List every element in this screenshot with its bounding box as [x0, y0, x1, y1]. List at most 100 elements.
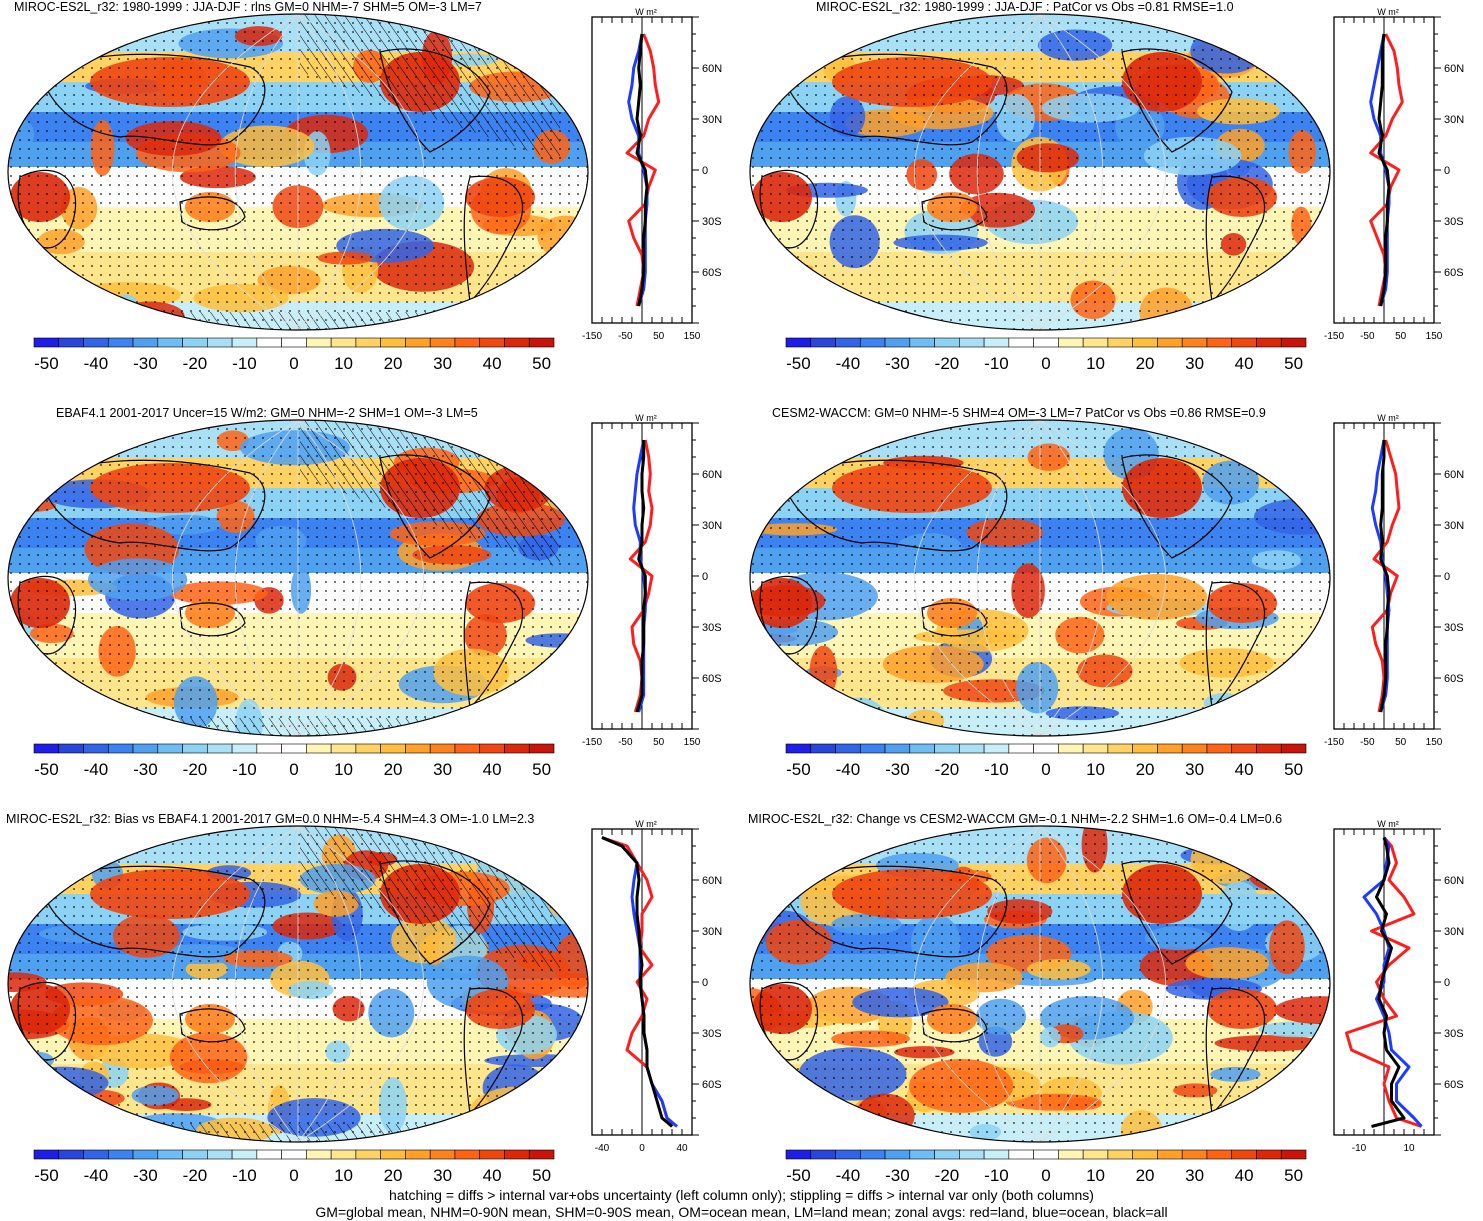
colorbar-swatch — [884, 743, 911, 754]
lat-label: 60N — [1444, 469, 1464, 481]
colorbar-label: 10 — [334, 354, 353, 373]
colorbar-swatch — [835, 1149, 861, 1160]
colorbar-label: 30 — [433, 1166, 452, 1185]
colorbar-swatch — [835, 337, 861, 348]
series-land — [1345, 836, 1422, 1128]
colorbar-swatch — [454, 337, 481, 348]
map-anomaly — [505, 688, 588, 720]
colorbar-label: -40 — [84, 760, 109, 779]
colorbar-swatch — [1181, 1149, 1208, 1160]
colorbar-label: 0 — [289, 1166, 298, 1185]
colorbar-swatch — [1033, 1149, 1059, 1160]
lat-label: 60N — [702, 63, 722, 75]
colorbar-label: -30 — [885, 354, 910, 373]
colorbar-swatch — [1132, 743, 1158, 754]
colorbar-label: 20 — [384, 760, 403, 779]
colorbar-swatch — [1157, 337, 1183, 348]
colorbar-label: -20 — [183, 354, 208, 373]
graticule-meridian — [1039, 14, 1166, 330]
graticule-meridian — [297, 420, 362, 736]
map-border — [7, 825, 589, 1143]
colorbar-swatch — [1256, 337, 1282, 348]
graticule-meridian — [234, 420, 299, 736]
graticule-meridian — [914, 420, 1041, 736]
map-panel-3 — [7, 419, 589, 737]
colorbar-swatch — [528, 1149, 555, 1160]
map-anomaly — [514, 26, 571, 79]
colorbar-label: -40 — [84, 354, 109, 373]
lat-label: 60S — [1444, 673, 1464, 685]
colorbar-swatch — [1082, 337, 1109, 348]
colorbar-swatch — [1181, 337, 1208, 348]
colorbar-label: 20 — [384, 1166, 403, 1185]
colorbar-swatch — [835, 743, 861, 754]
colorbar-label: 40 — [1235, 354, 1254, 373]
colorbar-label: -40 — [836, 760, 861, 779]
colorbar-swatch — [810, 337, 836, 348]
colorbar-label: 50 — [1284, 1166, 1303, 1185]
colorbar-label: 40 — [1235, 760, 1254, 779]
colorbar-swatch — [405, 743, 431, 754]
colorbar-label: -20 — [935, 1166, 960, 1185]
colorbar-label: -30 — [133, 760, 158, 779]
map-anomaly — [778, 836, 807, 887]
panel-2: MIROC-ES2L_r32: 1980-1999 : JJA-DJF : Pa… — [742, 0, 1483, 400]
x-tick-label: -150 — [1324, 737, 1344, 748]
colorbar-swatch — [157, 337, 183, 348]
colorbar-swatch — [132, 337, 159, 348]
map-anomaly — [750, 462, 799, 501]
unit-label: W m² — [1377, 413, 1399, 423]
colorbar-swatch — [504, 743, 530, 754]
panel-title: EBAF4.1 2001-2017 Uncer=15 W/m2: GM=0 NH… — [56, 406, 478, 420]
colorbar-2: -50 -40 -30 -20 -10 0 10 20 30 40 50 — [785, 337, 1307, 373]
colorbar-label: -20 — [183, 1166, 208, 1185]
x-tick-label: 50 — [653, 737, 665, 748]
graticule-meridian — [297, 420, 424, 736]
map-anomaly — [72, 705, 131, 723]
colorbar-swatch — [884, 1149, 911, 1160]
colorbar-swatch — [157, 743, 183, 754]
graticule-meridian — [1039, 14, 1104, 330]
x-tick-label: 150 — [684, 331, 701, 342]
colorbar-swatch — [909, 337, 935, 348]
colorbar-swatch — [306, 743, 332, 754]
map-border — [749, 13, 1331, 331]
colorbar-swatch — [1082, 1149, 1109, 1160]
colorbar-swatch — [256, 337, 282, 348]
colorbar-swatch — [1008, 337, 1034, 348]
map-panel-1 — [7, 13, 589, 331]
colorbar-swatch — [785, 1149, 812, 1160]
x-tick-label: 150 — [1426, 737, 1443, 748]
colorbar-label: -50 — [786, 760, 811, 779]
lat-label: 0 — [1444, 977, 1450, 989]
colorbar-label: 30 — [433, 760, 452, 779]
lat-label: 30S — [702, 622, 722, 634]
colorbar-label: 10 — [1086, 354, 1105, 373]
colorbar-label: 50 — [1284, 354, 1303, 373]
colorbar-swatch — [909, 743, 935, 754]
series-all — [635, 440, 647, 713]
colorbar-swatch — [83, 743, 109, 754]
colorbar-swatch — [1157, 1149, 1183, 1160]
map-panel-6 — [749, 825, 1331, 1143]
colorbar-swatch — [429, 337, 456, 348]
colorbar-swatch — [33, 337, 60, 348]
colorbar-swatch — [1181, 743, 1208, 754]
colorbar-swatch — [1082, 743, 1109, 754]
colorbar-label: -40 — [836, 1166, 861, 1185]
lat-label: 0 — [702, 165, 708, 177]
colorbar-label: 50 — [1284, 760, 1303, 779]
map-anomaly — [29, 1095, 98, 1142]
lat-label: 60S — [702, 673, 722, 685]
colorbar-swatch — [330, 1149, 357, 1160]
lat-label: 30S — [1444, 622, 1464, 634]
colorbar-swatch — [1033, 743, 1059, 754]
colorbar-label: 20 — [384, 354, 403, 373]
colorbar-label: -20 — [935, 760, 960, 779]
unit-label: W m² — [635, 413, 657, 423]
x-tick-label: -50 — [618, 737, 633, 748]
series-all — [1377, 33, 1391, 307]
colorbar-swatch — [859, 1149, 886, 1160]
colorbar-swatch — [785, 337, 812, 348]
x-tick-label: -50 — [1360, 737, 1375, 748]
